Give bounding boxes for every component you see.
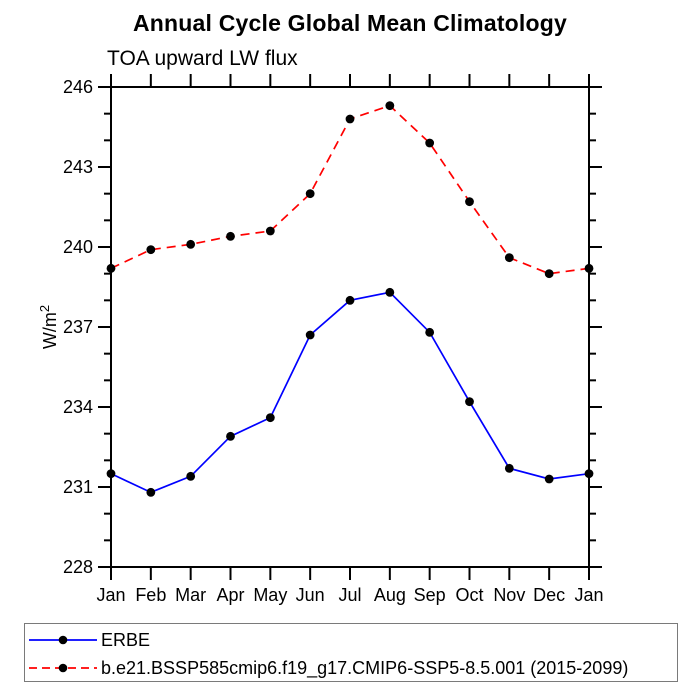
data-point-marker: [186, 239, 196, 249]
x-tick-label: Aug: [374, 585, 406, 605]
x-tick-label: May: [253, 585, 287, 605]
data-point-marker: [265, 226, 275, 236]
data-point-marker: [305, 330, 315, 340]
plot-area: 228 231 234 237 240 243 246 Jan Feb Mar Apr May Jun J…: [37, 74, 604, 605]
series-line: [110, 291, 590, 494]
data-point-marker: [106, 263, 116, 273]
data-point-marker: [385, 287, 395, 297]
legend-box: ERBE b.e21.BSSP585cmip6.f19_g17.CMIP6-SS…: [24, 623, 678, 682]
chart-subtitle: TOA upward LW flux: [107, 47, 298, 70]
data-point-marker: [584, 469, 594, 479]
axis-labels: 228 231 234 237 240 243 246 Jan Feb Mar Apr May Jun J…: [37, 77, 604, 605]
data-point-marker: [265, 413, 275, 423]
data-point-marker: [385, 101, 395, 111]
legend-label-model: b.e21.BSSP585cmip6.f19_g17.CMIP6-SSP5-8.…: [101, 657, 629, 678]
data-point-marker: [504, 463, 514, 473]
axes: [98, 74, 602, 580]
data-point-marker: [146, 245, 156, 255]
x-tick-label: Jul: [338, 585, 361, 605]
data-point-marker: [345, 295, 355, 305]
y-tick-label: 246: [63, 77, 93, 97]
erbe-sample-marker: [58, 635, 68, 645]
y-axis-title: W/m2: [37, 305, 60, 349]
legend-item-model: b.e21.BSSP585cmip6.f19_g17.CMIP6-SSP5-8.…: [25, 654, 677, 682]
x-tick-label: Oct: [455, 585, 483, 605]
legend-item-erbe: ERBE: [25, 626, 677, 654]
model-sample-marker: [58, 663, 68, 673]
data-point-marker: [544, 474, 554, 484]
data-point-marker: [106, 469, 116, 479]
data-point-marker: [465, 397, 474, 407]
series-line: [110, 104, 590, 275]
x-tick-label: Apr: [216, 585, 244, 605]
data-point-marker: [345, 114, 355, 124]
data-point-marker: [425, 327, 435, 337]
x-tick-label: Dec: [533, 585, 565, 605]
y-tick-label: 243: [63, 157, 93, 177]
y-tick-label: 237: [63, 317, 93, 337]
x-tick-label: Jan: [96, 585, 125, 605]
series-model: [106, 101, 594, 279]
model-line-sample: [29, 663, 97, 673]
data-point-marker: [544, 269, 554, 279]
erbe-line-sample: [29, 635, 97, 645]
data-point-marker: [146, 487, 156, 497]
x-tick-label: Feb: [135, 585, 166, 605]
series-erbe: [106, 287, 594, 497]
data-point-marker: [465, 197, 474, 207]
legend-label-erbe: ERBE: [101, 629, 151, 650]
y-tick-label: 228: [63, 557, 93, 577]
data-point-marker: [504, 253, 514, 263]
y-tick-label: 231: [63, 477, 93, 497]
chart-title: Annual Cycle Global Mean Climatology: [132, 10, 568, 36]
y-tick-label: 234: [63, 397, 93, 417]
data-point-marker: [425, 138, 435, 148]
x-tick-label: Jan: [574, 585, 603, 605]
data-point-marker: [226, 231, 235, 241]
data-point-marker: [584, 263, 594, 273]
x-tick-label: Mar: [175, 585, 206, 605]
x-tick-label: Sep: [414, 585, 446, 605]
data-point-marker: [186, 471, 196, 481]
data-point-marker: [305, 189, 315, 199]
x-tick-label: Nov: [493, 585, 525, 605]
plot-border: [110, 86, 590, 568]
y-tick-label: 240: [63, 237, 93, 257]
x-tick-label: Jun: [296, 585, 325, 605]
data-point-marker: [226, 431, 235, 441]
